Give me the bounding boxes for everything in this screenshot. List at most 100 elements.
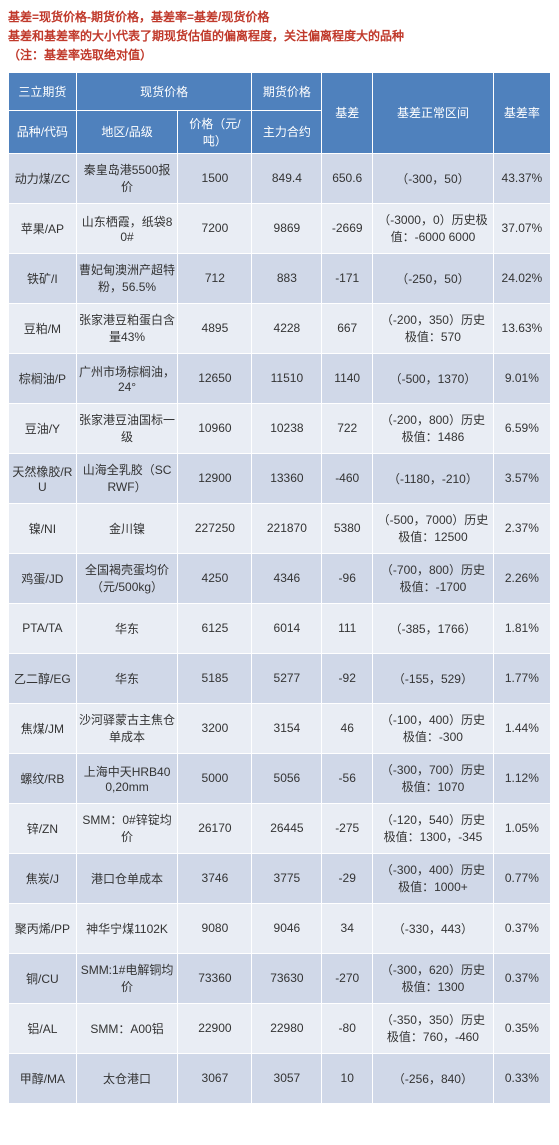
cell-basis: 111 (322, 603, 373, 653)
cell-fut: 883 (252, 253, 322, 303)
table-row: 锌/ZNSMM：0#锌锭均价2617026445-275（-120，540）历史… (9, 803, 551, 853)
header-fut-group: 期货价格 (252, 72, 322, 110)
cell-rate: 37.07% (493, 203, 550, 253)
table-row: 铜/CUSMM:1#电解铜均价7336073630-270（-300，620）历… (9, 953, 551, 1003)
cell-region: 张家港豆油国标一级 (76, 403, 178, 453)
cell-code: 豆粕/M (9, 303, 77, 353)
cell-rate: 0.37% (493, 953, 550, 1003)
cell-range: （-300，50） (373, 153, 494, 203)
cell-price: 4250 (178, 553, 252, 603)
cell-price: 9080 (178, 903, 252, 953)
cell-basis: 46 (322, 703, 373, 753)
cell-region: 上海中天HRB400,20mm (76, 753, 178, 803)
cell-region: 曹妃甸澳洲产超特粉，56.5% (76, 253, 178, 303)
cell-fut: 3057 (252, 1053, 322, 1103)
cell-range: （-385，1766） (373, 603, 494, 653)
cell-range: （-120，540）历史极值：1300，-345 (373, 803, 494, 853)
cell-rate: 9.01% (493, 353, 550, 403)
cell-code: PTA/TA (9, 603, 77, 653)
cell-fut: 6014 (252, 603, 322, 653)
cell-rate: 43.37% (493, 153, 550, 203)
cell-code: 天然橡胶/RU (9, 453, 77, 503)
cell-code: 豆油/Y (9, 403, 77, 453)
cell-price: 6125 (178, 603, 252, 653)
table-row: 棕榈油/P广州市场棕榈油，24°12650115101140（-500，1370… (9, 353, 551, 403)
cell-range: （-1180，-210） (373, 453, 494, 503)
cell-code: 焦炭/J (9, 853, 77, 903)
table-row: 苹果/AP山东栖霞，纸袋80#72009869-2669（-3000，0）历史极… (9, 203, 551, 253)
cell-fut: 3775 (252, 853, 322, 903)
cell-basis: 650.6 (322, 153, 373, 203)
cell-range: （-256，840） (373, 1053, 494, 1103)
cell-price: 712 (178, 253, 252, 303)
cell-price: 4895 (178, 303, 252, 353)
cell-price: 3067 (178, 1053, 252, 1103)
cell-code: 铁矿/I (9, 253, 77, 303)
table-row: 镍/NI金川镍2272502218705380（-500，7000）历史极值：1… (9, 503, 551, 553)
cell-rate: 13.63% (493, 303, 550, 353)
cell-code: 鸡蛋/JD (9, 553, 77, 603)
cell-range: （-200，800）历史极值：1486 (373, 403, 494, 453)
cell-range: （-500，1370） (373, 353, 494, 403)
table-header: 三立期货现货价格期货价格基差基差正常区间基差率品种/代码地区/品级价格（元/吨）… (9, 72, 551, 153)
cell-price: 10960 (178, 403, 252, 453)
cell-fut: 11510 (252, 353, 322, 403)
cell-rate: 1.77% (493, 653, 550, 703)
cell-region: 张家港豆粕蛋白含量43% (76, 303, 178, 353)
cell-basis: 667 (322, 303, 373, 353)
cell-range: （-350，350）历史极值：760，-460 (373, 1003, 494, 1053)
cell-price: 227250 (178, 503, 252, 553)
cell-rate: 0.33% (493, 1053, 550, 1103)
cell-code: 动力煤/ZC (9, 153, 77, 203)
cell-range: （-250，50） (373, 253, 494, 303)
cell-range: （-100，400）历史极值：-300 (373, 703, 494, 753)
cell-code: 镍/NI (9, 503, 77, 553)
cell-price: 26170 (178, 803, 252, 853)
cell-region: 华东 (76, 603, 178, 653)
cell-basis: -80 (322, 1003, 373, 1053)
cell-basis: 5380 (322, 503, 373, 553)
cell-range: （-3000，0）历史极值：-6000 6000 (373, 203, 494, 253)
cell-basis: -460 (322, 453, 373, 503)
cell-price: 7200 (178, 203, 252, 253)
cell-rate: 24.02% (493, 253, 550, 303)
table-row: 铝/ALSMM：A00铝2290022980-80（-350，350）历史极值：… (9, 1003, 551, 1053)
cell-basis: -2669 (322, 203, 373, 253)
cell-fut: 10238 (252, 403, 322, 453)
cell-code: 甲醇/MA (9, 1053, 77, 1103)
note-line: 基差和基差率的大小代表了期现货估值的偏离程度，关注偏离程度大的品种 (8, 27, 551, 46)
cell-code: 铜/CU (9, 953, 77, 1003)
cell-range: （-330，443） (373, 903, 494, 953)
cell-rate: 3.57% (493, 453, 550, 503)
cell-rate: 1.81% (493, 603, 550, 653)
cell-rate: 0.37% (493, 903, 550, 953)
cell-range: （-700，800）历史极值：-1700 (373, 553, 494, 603)
cell-range: （-500，7000）历史极值：12500 (373, 503, 494, 553)
cell-fut: 849.4 (252, 153, 322, 203)
cell-region: 山东栖霞，纸袋80# (76, 203, 178, 253)
cell-region: 秦皇岛港5500报价 (76, 153, 178, 203)
cell-code: 锌/ZN (9, 803, 77, 853)
cell-code: 聚丙烯/PP (9, 903, 77, 953)
cell-price: 5185 (178, 653, 252, 703)
cell-range: （-300，620）历史极值：1300 (373, 953, 494, 1003)
cell-region: 沙河驿蒙古主焦仓单成本 (76, 703, 178, 753)
cell-price: 22900 (178, 1003, 252, 1053)
cell-basis: -270 (322, 953, 373, 1003)
cell-region: 山海全乳胶（SCRWF） (76, 453, 178, 503)
note-line: （注：基差率选取绝对值） (8, 46, 551, 65)
header-range: 基差正常区间 (373, 72, 494, 153)
cell-code: 乙二醇/EG (9, 653, 77, 703)
cell-region: 太仓港口 (76, 1053, 178, 1103)
cell-basis: -275 (322, 803, 373, 853)
table-row: 聚丙烯/PP神华宁煤1102K9080904634（-330，443）0.37% (9, 903, 551, 953)
header-rate: 基差率 (493, 72, 550, 153)
cell-region: 广州市场棕榈油，24° (76, 353, 178, 403)
cell-code: 苹果/AP (9, 203, 77, 253)
cell-rate: 1.12% (493, 753, 550, 803)
cell-basis: 1140 (322, 353, 373, 403)
header-region: 地区/品级 (76, 110, 178, 153)
cell-fut: 4346 (252, 553, 322, 603)
cell-fut: 221870 (252, 503, 322, 553)
cell-fut: 13360 (252, 453, 322, 503)
